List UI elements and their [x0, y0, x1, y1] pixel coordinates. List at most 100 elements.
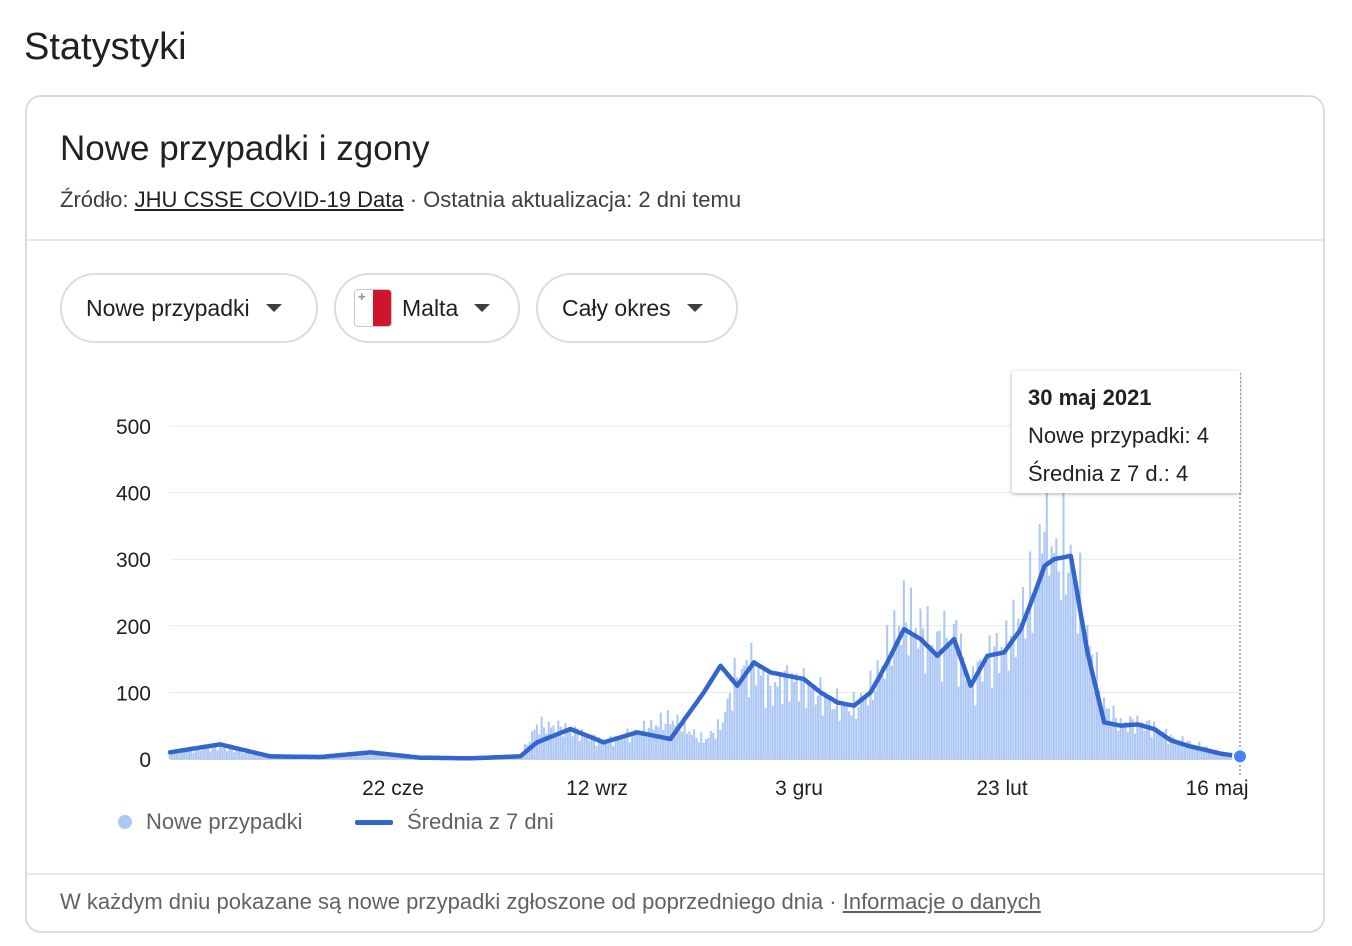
case-bar	[1174, 739, 1177, 759]
case-bar	[380, 754, 383, 759]
case-bar	[1126, 731, 1129, 759]
case-bar	[237, 750, 241, 759]
case-bar	[919, 608, 922, 759]
case-bar	[869, 670, 872, 759]
case-bar	[719, 730, 722, 759]
case-bar	[1014, 656, 1017, 759]
case-bar	[1119, 718, 1122, 759]
case-bar	[552, 725, 555, 759]
case-bar	[950, 642, 953, 759]
case-bar	[654, 725, 658, 759]
case-bar	[197, 748, 200, 759]
case-bar	[828, 698, 832, 759]
case-bar	[981, 681, 984, 759]
data-info-link[interactable]: Informacje o danych	[842, 889, 1041, 914]
case-bar	[597, 737, 600, 759]
case-bar	[383, 754, 386, 759]
case-bar	[757, 667, 760, 759]
case-bar	[774, 681, 777, 759]
case-bar	[1224, 754, 1227, 759]
case-bar	[862, 700, 865, 759]
card-title: Nowe przypadki i zgony	[60, 129, 430, 168]
case-bar	[1002, 652, 1005, 759]
case-bar	[850, 715, 853, 759]
case-bar	[907, 655, 910, 759]
case-bar	[347, 754, 350, 759]
case-bar	[783, 670, 786, 759]
case-bar	[1155, 727, 1158, 759]
case-bar	[819, 677, 822, 759]
case-bar	[705, 739, 708, 759]
case-bar	[1079, 552, 1082, 759]
case-bar	[805, 708, 808, 759]
cases-chart[interactable]: 500 400 300 200 100 0 22 cze 12 wrz 3 gru 23 lut…	[27, 97, 1323, 817]
case-bar	[371, 752, 374, 759]
case-bar	[1212, 751, 1215, 759]
case-bar	[747, 697, 750, 759]
x-tick-label: 22 cze	[362, 777, 424, 800]
case-bar	[1062, 489, 1065, 759]
source-link[interactable]: JHU CSSE COVID-19 Data	[134, 187, 404, 212]
case-bar	[357, 754, 360, 759]
case-bar	[769, 685, 772, 759]
case-bar	[385, 756, 388, 759]
case-bar	[824, 694, 827, 759]
case-bar	[361, 754, 364, 759]
case-bar	[1069, 544, 1072, 759]
hover-point	[1232, 748, 1248, 765]
case-bar	[1219, 753, 1222, 759]
case-bar	[1162, 731, 1165, 759]
case-bar	[1019, 622, 1022, 759]
case-bar	[566, 729, 569, 759]
case-bar	[871, 700, 874, 759]
case-bar	[926, 606, 929, 759]
case-bar	[564, 723, 567, 759]
case-bar	[1086, 625, 1089, 759]
case-bar	[595, 746, 598, 759]
case-bar	[766, 674, 770, 759]
case-bar	[983, 661, 986, 759]
stats-card: Nowe przypadki i zgony Źródło: JHU CSSE …	[25, 95, 1325, 933]
case-bar	[1093, 691, 1096, 759]
case-bar	[619, 738, 622, 759]
period-dropdown-label: Cały okres	[562, 294, 671, 321]
source-separator: ·	[409, 187, 418, 212]
case-bar	[800, 680, 803, 759]
case-bar	[1122, 724, 1125, 759]
case-bar	[364, 753, 367, 759]
case-bar	[609, 735, 612, 759]
region-dropdown[interactable]: ✚ Malta	[334, 273, 520, 343]
case-bar	[676, 714, 679, 759]
case-bar	[814, 704, 817, 759]
case-bar	[776, 686, 779, 759]
case-bar	[1181, 736, 1184, 759]
case-bar	[764, 707, 767, 759]
case-bar	[807, 682, 810, 759]
metric-dropdown[interactable]: Nowe przypadki	[60, 273, 318, 343]
case-bar	[1164, 728, 1168, 759]
case-bar	[1179, 740, 1182, 759]
case-bar	[1041, 553, 1044, 759]
case-bar	[1217, 754, 1220, 759]
case-bar	[852, 692, 855, 759]
case-bar	[1186, 740, 1189, 759]
case-bar	[940, 681, 944, 759]
case-bar	[1114, 718, 1117, 759]
case-bar	[1188, 741, 1191, 759]
case-bar	[1160, 735, 1163, 759]
case-bar	[576, 728, 579, 759]
case-bar	[187, 749, 190, 759]
case-bar	[845, 706, 848, 759]
case-bar	[697, 742, 700, 759]
case-bar	[700, 732, 703, 759]
legend-average: Średnia z 7 dni	[355, 809, 554, 835]
period-dropdown[interactable]: Cały okres	[536, 273, 738, 343]
tooltip-cases: Nowe przypadki: 4	[1028, 423, 1209, 448]
legend-line-icon	[355, 819, 393, 825]
case-bar	[986, 660, 989, 759]
case-bar	[690, 734, 693, 759]
case-bar	[1117, 731, 1120, 759]
case-bar	[1148, 719, 1151, 759]
case-bar	[557, 720, 560, 759]
case-bar	[936, 631, 939, 759]
